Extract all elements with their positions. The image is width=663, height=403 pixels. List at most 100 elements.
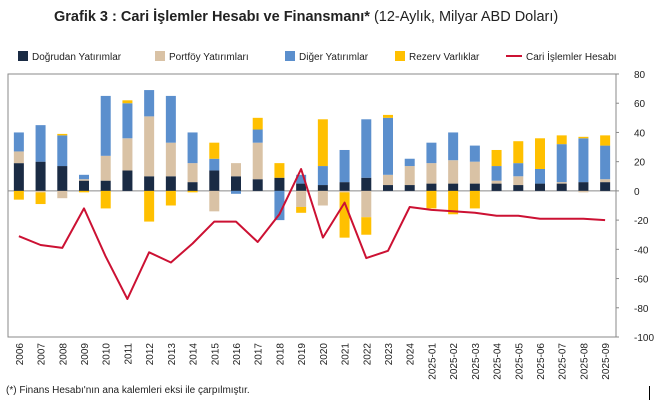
x-tick-label: 2012: [145, 343, 156, 366]
bar-segment: [513, 176, 524, 186]
y-tick-label: 80: [634, 70, 646, 81]
y-tick-label: -100: [634, 333, 654, 344]
bar-segment: [556, 144, 567, 183]
bar-segment: [165, 176, 176, 191]
bar-segment: [317, 166, 328, 186]
bar-segment: [100, 155, 111, 181]
bar-segment: [535, 183, 545, 191]
bar-segment: [296, 174, 307, 184]
bar-segment: [100, 180, 111, 191]
bar-segment: [426, 190, 437, 209]
bar-segment: [35, 125, 46, 162]
x-tick-label: 2013: [167, 343, 178, 366]
bar-segment: [361, 119, 372, 178]
bar-segment: [469, 161, 480, 184]
x-tick-label: 2008: [58, 343, 69, 366]
bar-segment: [231, 190, 241, 194]
bar-segment: [100, 190, 111, 209]
bar-segment: [35, 190, 46, 193]
bar-segment: [404, 185, 415, 191]
footnote: (*) Finans Hesabı'nın ana kalemleri eksi…: [6, 385, 250, 396]
bar-segment: [231, 163, 241, 177]
bar-segment: [144, 176, 155, 191]
bar-segment: [339, 192, 350, 238]
bar-segment: [600, 179, 611, 183]
chart-title-unit: (12-Aylık, Milyar ABD Doları): [373, 9, 559, 25]
y-tick-label: 40: [634, 128, 646, 139]
bar-segment: [383, 185, 393, 191]
bar-segment: [448, 190, 459, 215]
bar-segment: [57, 166, 68, 191]
chart-title: Grafik 3 : Cari İşlemler Hesabı ve Finan…: [54, 9, 558, 25]
bar-segment: [448, 183, 459, 191]
bar-segment: [469, 183, 480, 191]
bar-segment: [469, 145, 480, 162]
legend-swatch: [155, 51, 165, 61]
legend-swatch: [285, 51, 295, 61]
bar-segment: [122, 103, 133, 139]
bar-segment: [57, 135, 68, 167]
bar-segment: [317, 119, 328, 167]
bar-segment: [600, 145, 611, 180]
x-tick-label: 2025-06: [536, 343, 547, 380]
bar-segment: [13, 151, 24, 164]
bar-segment: [578, 136, 589, 139]
bar-segment: [578, 190, 589, 193]
bar-segment: [35, 161, 46, 191]
bar-segment: [144, 116, 155, 177]
bar-segment: [491, 180, 502, 184]
y-tick-label: -40: [634, 245, 649, 256]
bar-segment: [122, 100, 133, 104]
bar-segment: [144, 190, 155, 222]
text-cursor-mark: [649, 386, 650, 400]
bar-segment: [274, 163, 285, 178]
bar-segment: [209, 170, 220, 191]
bar-segment: [209, 142, 220, 159]
bar-segment: [100, 95, 111, 156]
x-tick-label: 2022: [362, 343, 373, 366]
bar-segment: [13, 190, 24, 200]
x-tick-label: 2024: [406, 343, 417, 366]
x-tick-label: 2006: [15, 343, 26, 366]
plot-frame: [7, 73, 617, 338]
bar-segment: [535, 168, 545, 184]
bar-segment: [79, 180, 89, 191]
bar-segment: [361, 177, 372, 191]
x-tick-label: 2025-09: [601, 343, 612, 380]
bar-segment: [556, 183, 567, 191]
bar-segment: [209, 158, 220, 171]
bar-segment: [361, 217, 372, 235]
bar-segment: [209, 190, 220, 212]
bar-segment: [296, 190, 307, 207]
legend-label: Rezerv Varlıklar: [409, 52, 480, 63]
bar-segment: [57, 190, 68, 199]
bar-segment: [404, 158, 415, 167]
bar-segment: [426, 142, 437, 164]
y-tick-label: -60: [634, 275, 649, 286]
bar-segment: [600, 135, 611, 146]
bar-segment: [535, 138, 545, 169]
bar-segment: [383, 114, 393, 118]
x-tick-label: 2025-05: [514, 343, 525, 380]
legend-label: Diğer Yatırımlar: [299, 52, 369, 63]
bar-segment: [513, 163, 524, 177]
y-tick-label: -20: [634, 216, 649, 227]
bar-segment: [13, 163, 24, 191]
legend-label: Portföy Yatırımları: [169, 52, 249, 63]
bar-segment: [317, 185, 328, 191]
legend-label: Cari İşlemler Hesabı: [526, 50, 617, 63]
bar-segment: [578, 138, 589, 183]
bar-segment: [578, 182, 589, 191]
x-tick-label: 2016: [232, 343, 243, 366]
bar-segment: [165, 190, 176, 206]
bar-segment: [426, 183, 437, 191]
bar-segment: [296, 183, 307, 191]
bar-segment: [361, 190, 372, 218]
x-tick-label: 2010: [102, 343, 113, 366]
bar-segment: [513, 141, 524, 164]
bar-segment: [79, 179, 89, 181]
bar-segment: [296, 206, 307, 213]
bar-segment: [491, 149, 502, 167]
bar-segment: [274, 190, 285, 221]
bar-segment: [252, 117, 263, 130]
